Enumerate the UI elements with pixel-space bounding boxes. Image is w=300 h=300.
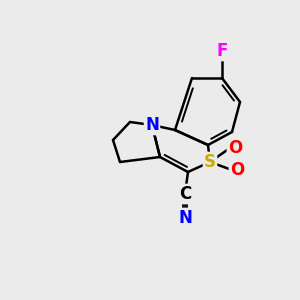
Text: N: N bbox=[178, 209, 192, 227]
Text: N: N bbox=[145, 116, 159, 134]
Text: O: O bbox=[228, 139, 242, 157]
Text: S: S bbox=[204, 153, 216, 171]
Text: F: F bbox=[216, 42, 228, 60]
Text: C: C bbox=[179, 185, 191, 203]
Text: O: O bbox=[230, 161, 244, 179]
